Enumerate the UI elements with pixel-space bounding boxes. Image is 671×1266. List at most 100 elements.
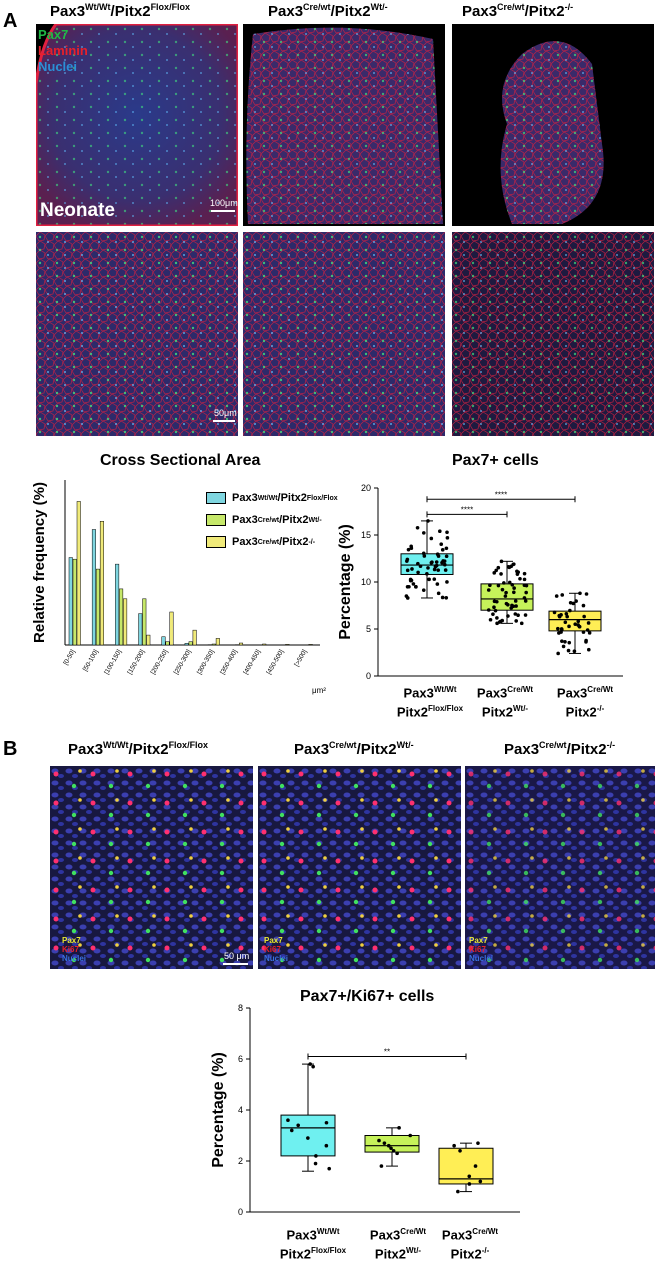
data-point (506, 614, 510, 618)
data-point (296, 1123, 300, 1128)
data-point (435, 582, 440, 586)
data-point (427, 577, 431, 582)
csa-tick-label: [150-200] (126, 648, 146, 675)
data-point (389, 1146, 393, 1151)
micrograph-a-top-3 (452, 24, 654, 226)
data-point (433, 564, 438, 569)
ki67-category-2: Pax3Cre/Wt Pitx2Wt/- (369, 1227, 427, 1262)
data-point (522, 583, 527, 588)
data-point (581, 630, 586, 634)
data-point (421, 531, 426, 535)
data-point (557, 631, 561, 635)
micrograph-a-top-1 (36, 24, 238, 226)
data-point (445, 580, 449, 584)
y-axis-label: Percentage (%) (210, 1052, 227, 1168)
csa-bar (138, 613, 143, 646)
csa-bar (211, 643, 216, 646)
csa-bar (165, 641, 170, 646)
data-point (559, 627, 564, 631)
csa-bar (119, 588, 124, 646)
scale-bar-b (223, 963, 248, 965)
micrograph-a-top-2 (243, 24, 445, 226)
data-point (552, 610, 557, 615)
data-point (408, 1133, 413, 1138)
data-point (578, 591, 582, 596)
csa-tick-label: [>500] (293, 648, 308, 667)
chart-cross-sectional-area: Relative frequency (%) [0-50] [50-100] [100… (31, 480, 326, 695)
data-point (560, 593, 565, 597)
data-point (436, 568, 441, 572)
data-point (516, 613, 520, 618)
csa-bar (99, 521, 104, 646)
data-point (568, 608, 572, 613)
panel-a-genotype-3: Pax3Cre/wt/Pitx2-/- (462, 2, 574, 20)
data-point (425, 572, 429, 576)
data-point (486, 608, 491, 612)
csa-bar (215, 638, 220, 646)
data-point (502, 581, 506, 585)
micrograph-a-bottom-3 (452, 232, 654, 436)
data-point (308, 1062, 312, 1066)
data-point (405, 559, 409, 563)
data-point (444, 554, 449, 559)
data-point (476, 1141, 480, 1145)
csa-bar (169, 611, 174, 646)
data-point (440, 560, 444, 565)
legend-swatch-3 (206, 536, 226, 548)
data-point (391, 1149, 396, 1153)
data-point (563, 620, 568, 625)
data-point (584, 640, 588, 644)
data-point (491, 612, 495, 616)
data-point (458, 1149, 462, 1153)
data-point (504, 601, 509, 606)
data-point (585, 628, 590, 632)
scale-label-bottom: 50μm (214, 408, 237, 418)
stain-b1-nuclei: Nuclei (62, 954, 87, 963)
y-tick-label: 4 (238, 1105, 243, 1115)
data-point (444, 595, 449, 600)
data-point (397, 1126, 401, 1130)
data-point (486, 588, 491, 592)
y-tick-label: 5 (366, 624, 371, 634)
data-point (495, 621, 499, 626)
stain-b2-nuclei: Nuclei (264, 954, 289, 963)
data-point (426, 566, 430, 570)
data-point (581, 603, 586, 608)
pax7-category-1: Pax3Wt/Wt Pitx2Flox/Flox (396, 685, 464, 720)
micrograph-b-3 (465, 766, 655, 969)
data-point (499, 572, 503, 576)
chart-title-ki67: Pax7+/Ki67+ cells (300, 988, 435, 1005)
data-point (514, 619, 518, 623)
data-point (522, 577, 527, 582)
csa-bar (285, 644, 290, 646)
scale-label-b: 50 μm (224, 951, 250, 961)
data-point (438, 529, 442, 534)
y-tick-label: 6 (238, 1054, 243, 1064)
csa-bar (115, 563, 120, 646)
data-point (576, 619, 581, 624)
data-point (421, 588, 426, 592)
pax7-category-2: Pax3Cre/Wt Pitx2Wt/- (476, 685, 534, 720)
csa-bar (95, 568, 100, 646)
data-point (440, 548, 445, 552)
data-point (509, 606, 514, 610)
legend-item-2: Pax3 Cre/wt/Pitx2 Wt/- (206, 514, 322, 526)
panel-b-genotype-2: Pax3Cre/wt/Pitx2Wt/- (294, 740, 414, 758)
data-point (495, 616, 499, 620)
stain-b2-ki67: Ki67 (264, 945, 281, 954)
legend-swatch-2 (206, 514, 226, 526)
data-point (554, 594, 559, 598)
data-point (522, 596, 527, 600)
data-point (574, 599, 578, 603)
data-point (586, 647, 591, 652)
y-tick-label: 15 (361, 530, 371, 540)
data-point (503, 594, 508, 598)
data-point (416, 561, 420, 566)
csa-bar (239, 642, 244, 646)
data-point (492, 571, 497, 575)
data-point (432, 577, 437, 581)
csa-tick-label: [450-500] (266, 648, 286, 675)
csa-tick-label: [100-150] (103, 648, 123, 675)
stain-label-nuclei: Nuclei (38, 59, 78, 74)
significance-label: **** (461, 505, 473, 514)
